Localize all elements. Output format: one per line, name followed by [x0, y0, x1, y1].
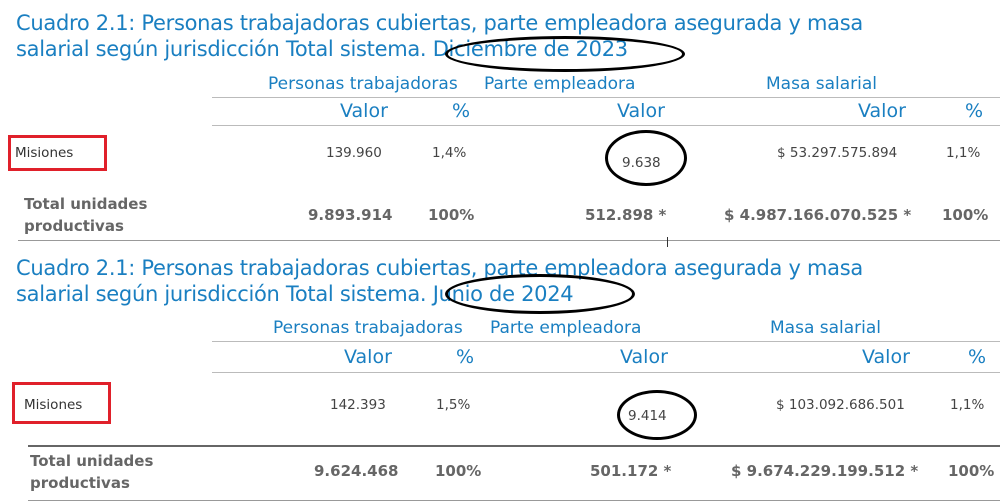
- group-personas-trabajadoras: Personas trabajadoras: [273, 318, 463, 338]
- stray-tick-mark: [667, 237, 668, 247]
- group-parte-empleadora: Parte empleadora: [490, 318, 642, 338]
- group-masa-salarial: Masa salarial: [766, 74, 878, 94]
- group-parte-empleadora: Parte empleadora: [484, 74, 636, 94]
- value-highlight-oval: [605, 130, 687, 186]
- group-personas-trabajadoras: Personas trabajadoras: [268, 74, 458, 94]
- date-highlight-oval: [445, 274, 635, 314]
- table-bottom-border: [18, 240, 1000, 241]
- col-valor-personas: Valor: [340, 100, 388, 122]
- header-divider-2: [212, 372, 1000, 373]
- cell-masa-valor: $ 103.092.686.501: [776, 397, 905, 413]
- cell-personas-pct: 1,5%: [436, 397, 471, 413]
- total-masa-pct: 100%: [948, 462, 995, 480]
- date-highlight-oval: [445, 36, 685, 72]
- total-top-border: [28, 445, 1000, 447]
- col-valor-parte: Valor: [620, 346, 668, 368]
- misiones-highlight-box: [8, 135, 107, 171]
- cell-personas-valor: 139.960: [326, 145, 382, 161]
- col-valor-personas: Valor: [344, 346, 392, 368]
- table-bottom-border: [28, 500, 1000, 501]
- table-title: Cuadro 2.1: Personas trabajadoras cubier…: [16, 255, 916, 307]
- total-parte-valor: 512.898 *: [585, 206, 667, 224]
- total-masa-pct: 100%: [942, 206, 989, 224]
- header-divider: [212, 97, 1000, 98]
- value-highlight-oval: [617, 390, 697, 440]
- header-divider: [212, 341, 1000, 342]
- cell-masa-pct: 1,1%: [946, 145, 981, 161]
- row-label-misiones: Misiones: [24, 397, 83, 413]
- row-label-misiones: Misiones: [15, 145, 74, 161]
- row-label-total: Total unidades productivas: [30, 452, 154, 492]
- cell-masa-pct: 1,1%: [950, 397, 985, 413]
- total-personas-valor: 9.893.914: [308, 206, 393, 224]
- cell-personas-pct: 1,4%: [432, 145, 467, 161]
- title-line-1: Cuadro 2.1: Personas trabajadoras cubier…: [16, 11, 863, 35]
- header-divider-2: [212, 125, 1000, 126]
- total-masa-valor: $ 9.674.229.199.512 *: [731, 462, 919, 480]
- col-pct-masa: %: [968, 346, 987, 368]
- total-personas-valor: 9.624.468: [314, 462, 399, 480]
- total-personas-pct: 100%: [435, 462, 482, 480]
- row-label-total: Total unidades productivas: [24, 195, 148, 235]
- col-pct-personas: %: [452, 100, 471, 122]
- total-parte-valor: 501.172 *: [590, 462, 672, 480]
- total-personas-pct: 100%: [428, 206, 475, 224]
- col-pct-personas: %: [456, 346, 475, 368]
- col-valor-parte: Valor: [617, 100, 665, 122]
- cell-parte-valor: 9.638: [622, 155, 661, 171]
- cell-parte-valor: 9.414: [628, 408, 667, 424]
- cell-personas-valor: 142.393: [330, 397, 386, 413]
- total-masa-valor: $ 4.987.166.070.525 *: [724, 206, 912, 224]
- col-pct-masa: %: [965, 100, 984, 122]
- misiones-highlight-box: [12, 382, 111, 424]
- col-valor-masa: Valor: [862, 346, 910, 368]
- col-valor-masa: Valor: [858, 100, 906, 122]
- cell-masa-valor: $ 53.297.575.894: [777, 145, 898, 161]
- group-masa-salarial: Masa salarial: [770, 318, 882, 338]
- title-line-1: Cuadro 2.1: Personas trabajadoras cubier…: [16, 256, 863, 280]
